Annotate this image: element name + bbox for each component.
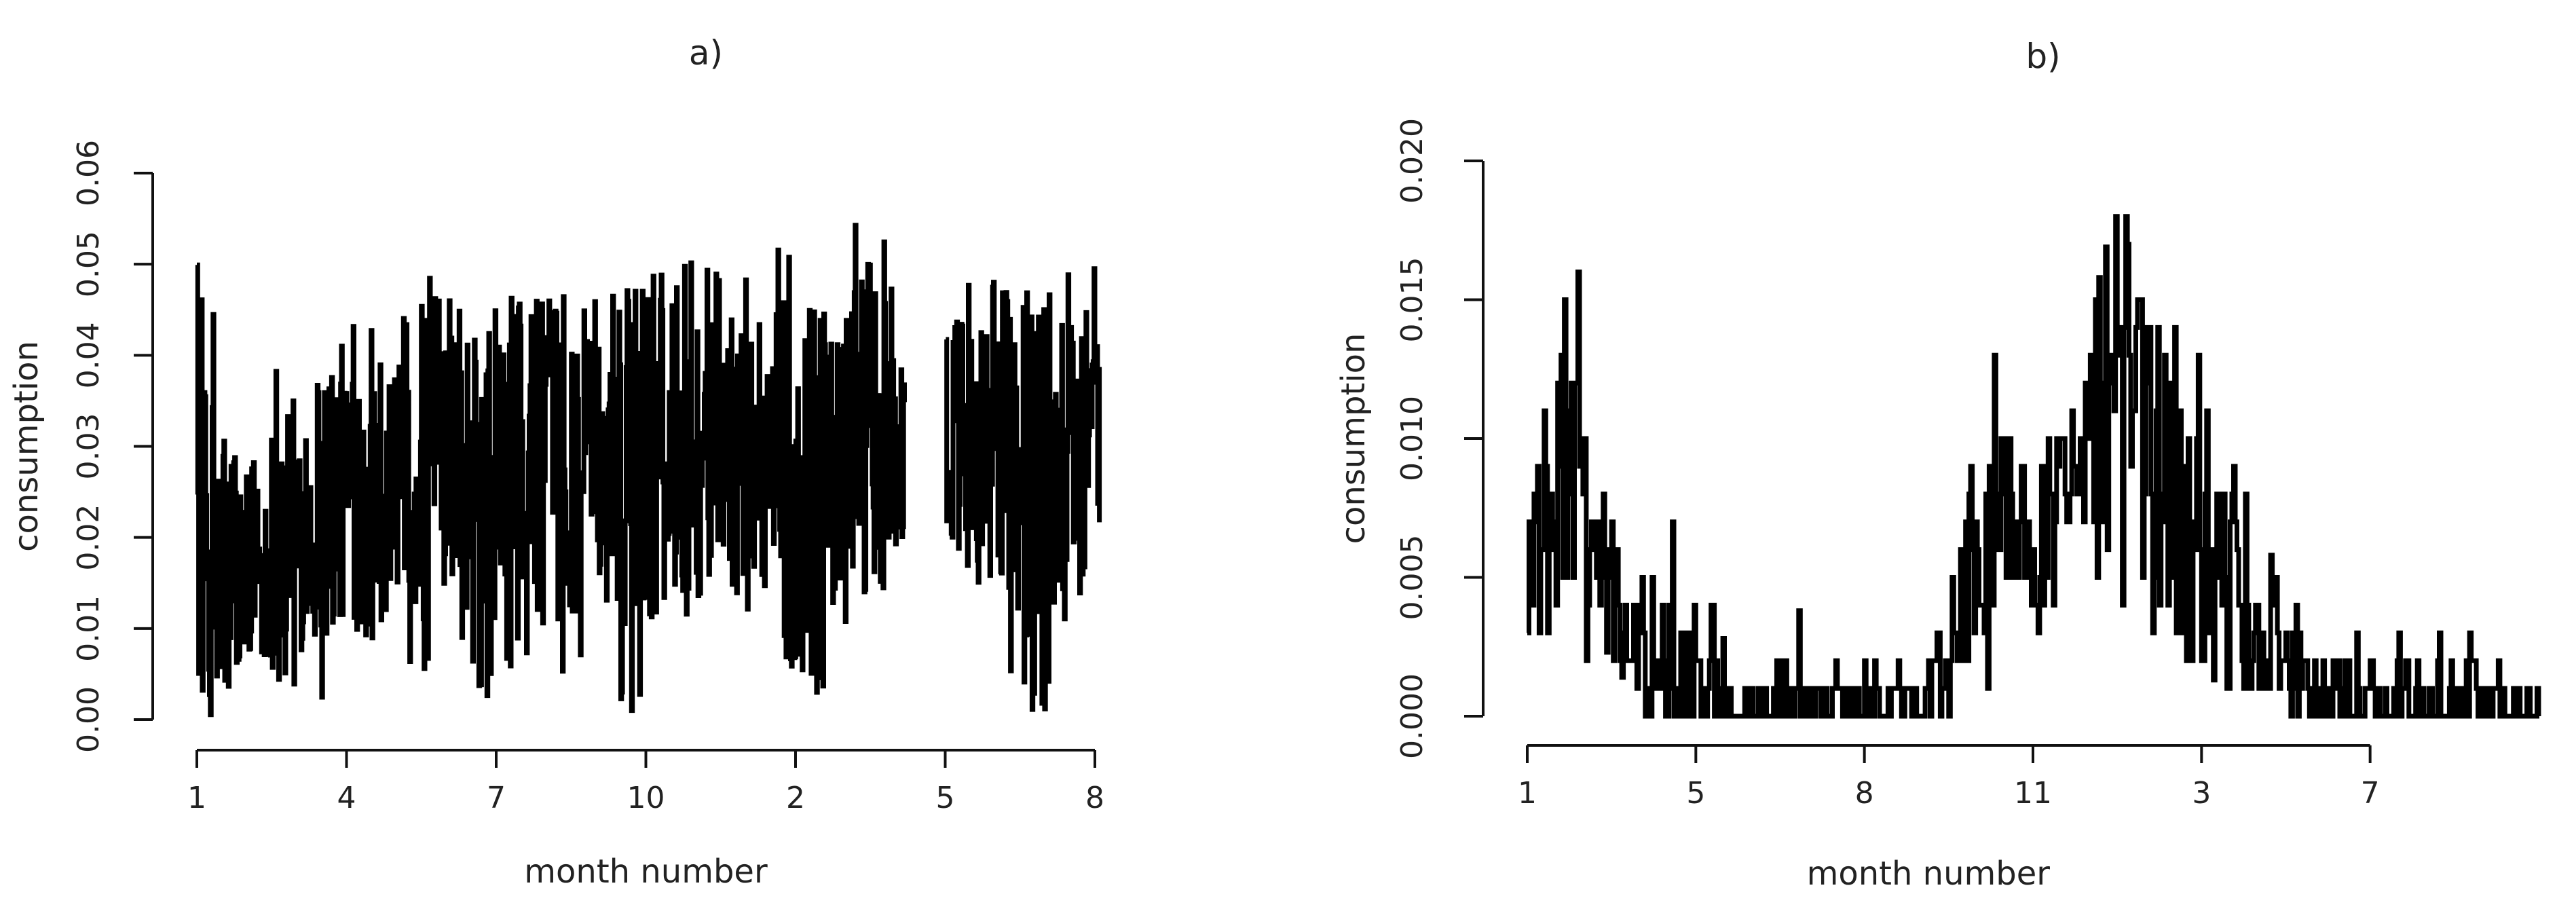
series-line-segment-2 xyxy=(944,266,1102,712)
y-tick-label: 0.06 xyxy=(71,140,106,206)
x-tick-label: 5 xyxy=(1686,776,1705,811)
x-tick-label: 7 xyxy=(2361,776,2380,811)
x-tick-label: 7 xyxy=(487,781,506,815)
x-tick-label: 11 xyxy=(2014,776,2052,811)
y-axis-label: consumption xyxy=(1334,333,1373,544)
y-tick-label: 0.02 xyxy=(71,504,106,571)
x-tick-label: 1 xyxy=(1518,776,1537,811)
chart-panel-a: a) 0.00 0.01 0.02 0.03 0.04 0.05 0.06 1 4 7 10 2 5 8 mo… xyxy=(7,33,1104,891)
x-tick-label: 3 xyxy=(2192,776,2211,811)
chart-title: a) xyxy=(689,33,723,73)
y-tick-label: 0.04 xyxy=(71,322,106,388)
x-tick-label: 4 xyxy=(337,781,356,815)
series-line-segment-1 xyxy=(195,223,907,718)
y-tick-label: 0.010 xyxy=(1395,396,1430,481)
series-line-segment-1 xyxy=(1527,214,2541,719)
x-tick-label: 10 xyxy=(627,781,665,815)
y-tick-label: 0.005 xyxy=(1395,535,1430,620)
x-tick-label: 1 xyxy=(187,781,206,815)
y-tick-label: 0.01 xyxy=(71,595,106,662)
y-tick-label: 0.05 xyxy=(71,231,106,297)
y-axis-label: consumption xyxy=(7,341,45,552)
x-axis-label: month number xyxy=(1807,855,2051,893)
x-tick-label: 5 xyxy=(936,781,955,815)
x-tick-label: 8 xyxy=(1855,776,1874,811)
chart-panel-b: b) 0.000 0.005 0.010 0.015 0.020 1 5 8 11 3 7 month … xyxy=(1334,37,2541,893)
x-axis-label: month number xyxy=(524,853,768,891)
x-tick-label: 2 xyxy=(786,781,805,815)
y-tick-label: 0.03 xyxy=(71,413,106,480)
y-tick-label: 0.020 xyxy=(1395,118,1430,204)
y-tick-label: 0.000 xyxy=(1395,673,1430,759)
y-tick-label: 0.015 xyxy=(1395,257,1430,343)
chart-title: b) xyxy=(2026,37,2060,76)
y-tick-label: 0.00 xyxy=(71,686,106,753)
x-tick-label: 8 xyxy=(1085,781,1104,815)
